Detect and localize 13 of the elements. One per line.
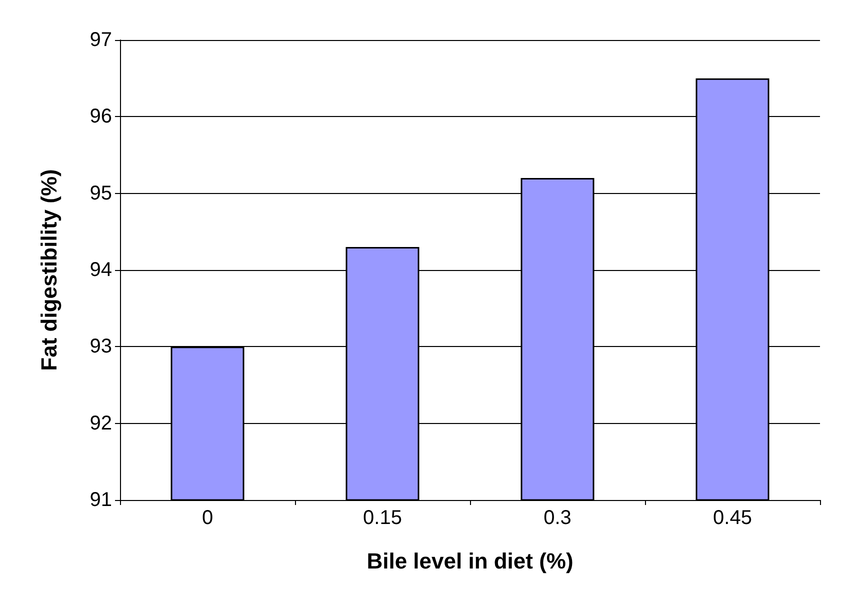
y-tick-label: 97 (90, 29, 112, 51)
x-tick-label: 0.3 (544, 507, 572, 529)
x-axis-title: Bile level in diet (%) (366, 548, 574, 574)
x-tick-label: 0 (202, 507, 214, 529)
x-tick-label: 0.45 (713, 507, 752, 529)
x-tick-label: 0.15 (363, 507, 402, 529)
y-tick-label: 93 (90, 336, 112, 358)
y-axis-title: Fat digestibility (%) (36, 169, 62, 371)
y-tick-label: 95 (90, 182, 112, 204)
y-tick-label: 96 (90, 106, 112, 128)
y-tick-label: 91 (90, 489, 112, 511)
y-tick-label: 94 (90, 259, 112, 281)
y-tick-label: 92 (90, 412, 112, 434)
